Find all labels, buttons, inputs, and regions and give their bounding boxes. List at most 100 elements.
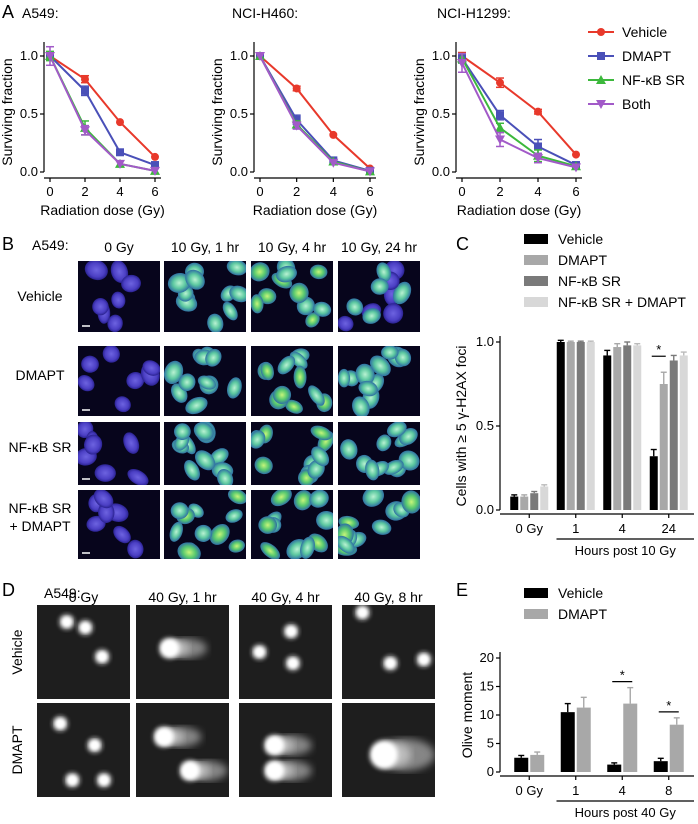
x-tick-label: 4 <box>534 184 541 199</box>
nucleus <box>178 373 196 392</box>
nucleus <box>194 524 213 542</box>
data-point <box>328 158 339 168</box>
row-label: Vehicle <box>17 288 62 304</box>
x-tick-label: 4 <box>619 783 626 798</box>
panel-d-letter: D <box>2 580 15 600</box>
survival-chart-h460: NCI-H460: 0.0 0.5 1.0 0 2 4 6 Radiation dose (Gy… <box>209 5 377 218</box>
bar <box>669 724 684 772</box>
x-tick-label: 0 Gy <box>516 521 544 536</box>
nucleus <box>251 430 266 449</box>
data-point <box>496 78 504 87</box>
nucleus <box>114 396 131 413</box>
bar <box>623 345 632 510</box>
column-label: 0 Gy <box>104 239 134 255</box>
micrograph <box>78 261 160 332</box>
nucleus <box>258 516 278 534</box>
nucleus <box>289 282 309 304</box>
nucleus <box>185 396 208 415</box>
column-label: 10 Gy, 4 hr <box>258 239 327 255</box>
x-tick-label: 1 <box>572 783 579 798</box>
micrograph-nuclei <box>258 490 333 559</box>
nucleus <box>362 490 385 507</box>
micrograph <box>164 490 246 559</box>
bar <box>530 493 539 510</box>
micrograph <box>251 346 333 416</box>
nucleus <box>398 450 420 471</box>
nucleus <box>338 535 355 554</box>
nucleus <box>300 536 315 559</box>
chart-title: NCI-H460: <box>232 5 298 21</box>
micrograph-nuclei <box>338 261 412 332</box>
comet-head <box>160 639 179 658</box>
nucleus <box>174 423 191 440</box>
data-point <box>534 107 542 116</box>
nucleus <box>194 450 216 471</box>
legend-swatch <box>524 297 548 307</box>
legend-label: NF-κB SR <box>622 72 685 88</box>
legend-label: DMAPT <box>558 606 607 622</box>
nucleus <box>78 374 95 392</box>
data-point <box>151 152 159 161</box>
micrograph-nuclei <box>338 490 420 556</box>
comet-head <box>180 761 199 780</box>
data-point <box>151 161 159 170</box>
comets <box>151 724 228 783</box>
comet-head <box>356 606 369 619</box>
nucleus <box>394 348 412 367</box>
nucleus <box>316 510 333 530</box>
comet-head <box>79 621 92 634</box>
nucleus <box>260 542 281 559</box>
nucleus <box>340 439 358 460</box>
group-caption: Hours post 10 Gy <box>575 543 677 558</box>
nucleus <box>84 261 108 281</box>
nucleus <box>227 490 246 505</box>
nucleus <box>142 360 160 376</box>
nucleus <box>185 269 205 290</box>
y-axis-label: Surviving fraction <box>209 58 225 165</box>
micrograph <box>338 346 420 416</box>
y-tick-label: 0.5 <box>432 106 450 121</box>
bar <box>659 384 668 510</box>
nucleus <box>289 351 308 370</box>
data-point <box>81 75 89 84</box>
micrograph-nuclei <box>338 346 412 416</box>
micrograph-nuclei <box>78 422 149 485</box>
nucleus <box>383 459 404 475</box>
legend-marker <box>596 75 606 84</box>
data-point <box>534 142 542 151</box>
comet-head <box>97 774 110 787</box>
legend-marker <box>596 100 606 109</box>
comet-head <box>265 761 284 780</box>
nucleus <box>228 539 245 553</box>
micrograph <box>78 490 160 559</box>
x-tick-label: 0 <box>458 184 465 199</box>
nucleus <box>285 399 303 414</box>
y-tick-label: 0.5 <box>476 418 494 433</box>
nucleus <box>184 460 200 481</box>
y-tick-label: 0.5 <box>20 106 38 121</box>
column-label: 40 Gy, 1 hr <box>148 589 217 605</box>
x-tick-label: 24 <box>662 521 676 536</box>
nucleus <box>123 432 140 454</box>
micrograph <box>78 422 160 485</box>
nucleus <box>352 396 370 416</box>
nucleus <box>164 360 184 385</box>
comets <box>51 714 113 790</box>
bar <box>556 342 565 510</box>
nucleus <box>197 375 216 390</box>
data-point <box>572 150 580 159</box>
bar <box>679 355 688 510</box>
nucleus <box>308 385 325 406</box>
nucleus <box>355 363 375 386</box>
series-line <box>461 55 577 156</box>
nucleus <box>110 261 129 283</box>
micrograph-nuclei <box>164 346 242 415</box>
comets <box>57 612 112 666</box>
nucleus <box>93 490 114 509</box>
bar <box>514 757 529 772</box>
bar <box>510 496 519 510</box>
legend-label: DMAPT <box>558 252 607 268</box>
nucleus <box>98 502 115 523</box>
nucleus <box>293 490 313 511</box>
nucleus <box>102 346 120 363</box>
